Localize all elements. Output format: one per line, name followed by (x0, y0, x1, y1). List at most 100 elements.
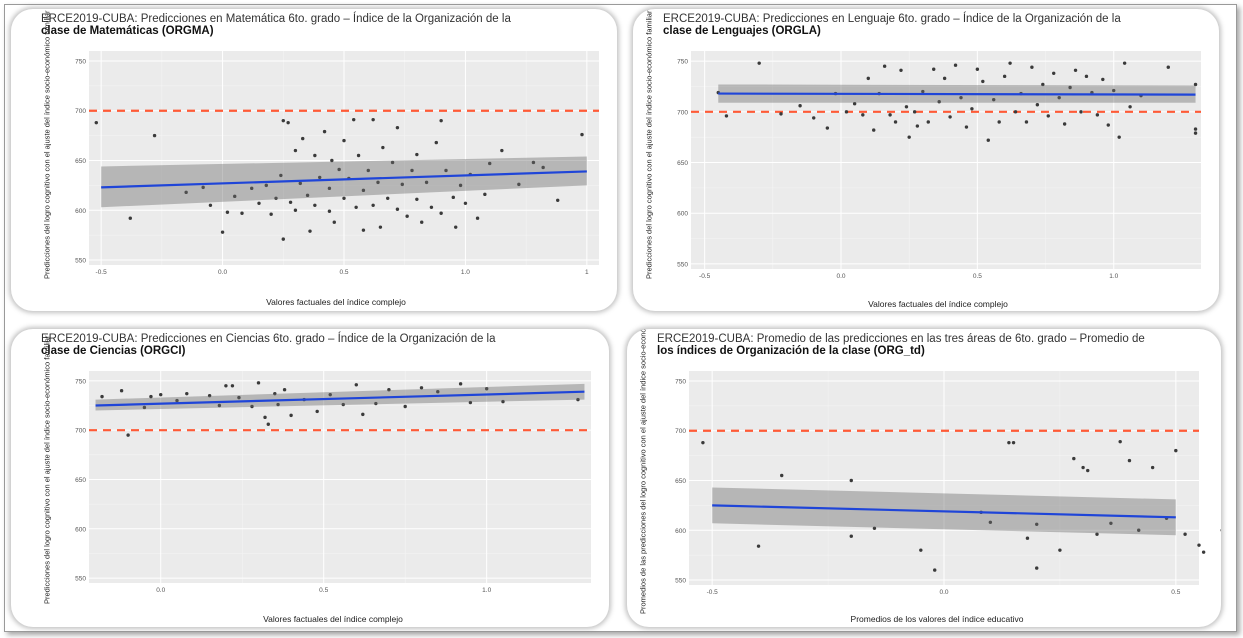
data-point (1062, 122, 1067, 126)
x-tick-label: 1.0 (1109, 273, 1118, 280)
data-point (1118, 439, 1122, 444)
y-tick-label: 700 (75, 428, 86, 435)
data-point (1007, 440, 1011, 445)
plot-area: 550 600 650 700 750 -0.5 0.0 0.5 1.0 1 (75, 51, 599, 276)
chart-panel-ciencias: ERCE2019-CUBA: Predicciones en Ciencias … (11, 329, 609, 627)
data-point (904, 105, 909, 109)
data-point (410, 168, 414, 173)
data-point (361, 412, 365, 417)
data-point (298, 181, 302, 186)
data-point (378, 225, 383, 229)
x-tick-label: 0.5 (973, 273, 982, 280)
data-point (1166, 65, 1170, 69)
data-point (293, 208, 298, 212)
y-axis-label: Promedios de las predicciones del logro … (638, 329, 648, 614)
data-point (1057, 95, 1061, 100)
data-point (288, 200, 293, 204)
x-tick-label: 0.0 (939, 589, 948, 596)
data-point (576, 397, 580, 402)
data-point (468, 400, 473, 405)
data-point (1035, 522, 1039, 526)
data-point (276, 402, 280, 407)
data-point (1052, 71, 1056, 76)
data-point (475, 216, 480, 220)
data-point (225, 210, 230, 214)
data-point (269, 212, 273, 216)
y-tick-label: 650 (75, 158, 86, 165)
data-point (1081, 465, 1085, 470)
data-point (201, 185, 205, 190)
data-point (395, 125, 400, 130)
data-point (434, 140, 438, 145)
data-point (933, 568, 937, 572)
data-point (872, 526, 877, 530)
data-point (756, 544, 761, 548)
data-point (500, 148, 504, 153)
data-point (882, 64, 887, 68)
data-point (419, 386, 424, 390)
data-point (341, 402, 345, 407)
data-point (988, 520, 993, 524)
plot-background (89, 371, 591, 583)
data-point (444, 168, 448, 173)
data-point (208, 203, 213, 207)
data-point (281, 118, 285, 123)
data-point (921, 89, 925, 94)
data-point (395, 207, 400, 211)
data-point (400, 182, 404, 187)
data-point (1086, 468, 1090, 473)
data-point (318, 175, 322, 180)
data-point (458, 382, 463, 386)
y-axis-label: Predicciones del logro cognitivo con el … (42, 10, 52, 279)
data-point (964, 125, 969, 129)
data-point (899, 68, 903, 72)
data-point (263, 415, 267, 420)
x-axis-label: Valores factuales del índice complejo (263, 614, 403, 624)
data-point (907, 135, 911, 139)
data-point (273, 391, 277, 396)
data-point (387, 388, 391, 392)
data-point (970, 107, 974, 111)
y-tick-label: 650 (675, 478, 686, 485)
data-point (371, 203, 375, 207)
data-point (436, 390, 440, 394)
data-point (488, 161, 492, 166)
data-point (779, 112, 783, 116)
data-point (912, 110, 917, 114)
regression-line (718, 92, 1196, 96)
y-tick-label: 600 (677, 211, 688, 218)
confidence-band (95, 383, 585, 411)
data-point (237, 395, 241, 400)
data-point (371, 117, 375, 122)
data-point (1072, 456, 1076, 461)
data-point (942, 76, 947, 81)
data-point (403, 404, 407, 409)
y-tick-label: 650 (75, 477, 86, 484)
regression-line (712, 504, 1176, 519)
data-point (556, 198, 560, 203)
data-point (1095, 532, 1099, 536)
y-tick-label: 700 (75, 108, 86, 115)
data-point (541, 165, 545, 170)
data-point (327, 209, 332, 213)
data-point (159, 392, 163, 397)
chart-title-line2: clase de Lenguajes (ORGLA) (663, 25, 821, 37)
data-point (1183, 532, 1187, 536)
chart-panel-matematica: ERCE2019-CUBA: Predicciones en Matemátic… (11, 9, 617, 311)
data-point (286, 120, 290, 125)
data-point (997, 120, 1001, 124)
data-point (1193, 127, 1198, 131)
data-point (888, 113, 892, 117)
data-point (1084, 74, 1089, 79)
x-tick-label: -0.5 (707, 589, 719, 596)
x-tick-label: 0.5 (1171, 589, 1180, 596)
data-point (207, 393, 212, 398)
y-tick-label: 750 (675, 378, 686, 385)
data-point (415, 197, 419, 202)
data-point (1197, 543, 1201, 547)
data-point (386, 196, 390, 201)
data-point (844, 110, 849, 114)
regression-line (95, 390, 585, 407)
figure-frame: ERCE2019-CUBA: Predicciones en Matemátic… (4, 4, 1237, 632)
y-tick-label: 600 (675, 528, 686, 535)
